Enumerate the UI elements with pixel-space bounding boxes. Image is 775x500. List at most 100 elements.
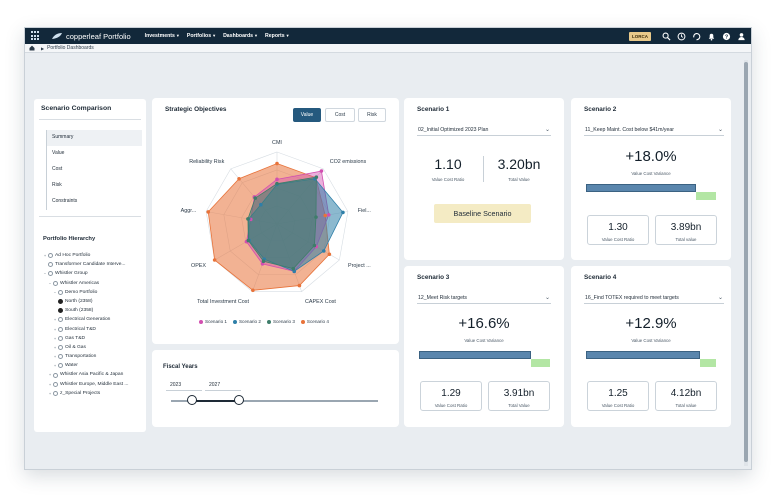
tree-item[interactable]: + Electrical T&D <box>42 325 142 334</box>
expand-icon[interactable]: + <box>48 381 52 387</box>
menu-portfolios[interactable]: Portfolios▼ <box>187 33 216 39</box>
fiscal-start-field[interactable]: 2023 <box>166 379 202 391</box>
radar-point[interactable] <box>341 210 345 215</box>
scenario-1-select[interactable]: 02_Initial Optimized 2023 Plan ⌄ <box>417 125 551 136</box>
radar-point[interactable] <box>321 249 326 253</box>
expand-icon[interactable]: + <box>53 344 57 350</box>
radar-point[interactable] <box>261 259 266 264</box>
tree-item[interactable]: + Whistler Asia Pacific & Japan <box>42 370 142 379</box>
collapse-icon[interactable]: − <box>48 280 52 286</box>
comparison-nav: Summary Value Cost Risk Constraints <box>46 130 142 210</box>
menu-reports[interactable]: Reports▼ <box>265 33 290 39</box>
tree-item[interactable]: + z_Special Projects <box>42 389 142 398</box>
expand-icon[interactable]: + <box>53 335 57 341</box>
bell-icon[interactable] <box>705 30 717 42</box>
user-badge[interactable]: LORCA <box>629 31 651 41</box>
expand-icon[interactable]: + <box>53 363 57 369</box>
tree-item-label: Oil & Gas <box>65 344 86 350</box>
tree-item[interactable]: + Ad Hoc Portfolio <box>42 251 142 260</box>
tree-item-label: Electrical Generation <box>65 317 111 323</box>
expand-icon[interactable]: + <box>53 326 57 332</box>
help-icon[interactable]: ? <box>720 30 732 42</box>
app-logo[interactable]: copperleaf Portfolio <box>51 32 131 41</box>
radar-point[interactable] <box>291 266 296 271</box>
radar-point[interactable] <box>292 269 297 274</box>
radar-point[interactable] <box>326 213 331 217</box>
expand-icon[interactable]: + <box>53 317 57 323</box>
radar-point[interactable] <box>237 176 241 181</box>
fiscal-start-handle[interactable] <box>187 395 197 405</box>
tree-item[interactable]: − Demo Portfolio <box>42 288 142 297</box>
nav-cost[interactable]: Cost <box>52 166 63 172</box>
radar-point[interactable] <box>327 252 332 257</box>
radar-point[interactable] <box>253 196 258 200</box>
radar-point[interactable] <box>246 238 251 243</box>
refresh-icon[interactable] <box>690 30 702 42</box>
radar-point[interactable] <box>312 243 317 248</box>
breadcrumb-current[interactable]: Portfolio Dashboards <box>47 45 94 51</box>
scenario-4-select[interactable]: 16_Find TOTEX required to meet targets ⌄ <box>584 293 724 304</box>
home-icon[interactable] <box>29 45 35 51</box>
app-grid-icon[interactable] <box>31 31 41 41</box>
tree-item[interactable]: + Transportation <box>42 352 142 361</box>
scenario-2-select[interactable]: 11_Keep Maint. Cost below $41m/year ⌄ <box>584 125 724 136</box>
radar-point[interactable] <box>314 215 318 219</box>
fiscal-end-handle[interactable] <box>234 395 244 405</box>
baseline-scenario-button[interactable]: Baseline Scenario <box>434 204 531 223</box>
scenario-3-select[interactable]: 12_Meet Risk targets ⌄ <box>417 293 551 304</box>
radar-point[interactable] <box>323 213 328 218</box>
tree-item[interactable]: South (2358) <box>42 306 142 315</box>
expand-icon[interactable]: + <box>48 372 52 378</box>
tree-item[interactable]: North (2358) <box>42 297 142 306</box>
node-icon <box>53 390 58 396</box>
history-icon[interactable] <box>675 30 687 42</box>
radar-point[interactable] <box>206 210 211 214</box>
radar-axis-label: Total Investment Cost <box>197 299 249 305</box>
expand-icon[interactable]: + <box>43 253 47 258</box>
fiscal-range-track[interactable] <box>171 400 378 402</box>
radar-point[interactable] <box>259 202 263 207</box>
tree-item[interactable]: + Gas T&D <box>42 334 142 343</box>
tree-item[interactable]: + Water <box>42 361 142 370</box>
radar-point[interactable] <box>314 175 319 179</box>
collapse-icon[interactable]: − <box>53 289 57 295</box>
scrollbar-thumb[interactable] <box>744 62 748 462</box>
radar-point[interactable] <box>246 217 250 221</box>
node-icon <box>58 326 63 332</box>
radar-point[interactable] <box>319 169 324 173</box>
fiscal-end-field[interactable]: 2027 <box>205 379 241 391</box>
radar-point[interactable] <box>251 288 255 293</box>
nav-summary[interactable]: Summary <box>47 130 142 146</box>
user-icon[interactable] <box>735 30 747 42</box>
legend-item[interactable]: Scenario 2 <box>232 319 261 324</box>
tree-item[interactable]: + Oil & Gas <box>42 343 142 352</box>
menu-dashboards[interactable]: Dashboards▼ <box>223 33 258 39</box>
tree-item[interactable]: − Whistler Group <box>42 269 142 278</box>
scrollbar[interactable] <box>744 60 748 466</box>
search-icon[interactable] <box>660 30 672 42</box>
radar-series-3[interactable] <box>247 176 317 270</box>
collapse-icon[interactable]: − <box>43 271 47 277</box>
legend-item[interactable]: Scenario 4 <box>300 319 329 324</box>
radar-point[interactable] <box>275 181 279 186</box>
legend-item[interactable]: Scenario 3 <box>266 319 295 324</box>
radar-point[interactable] <box>275 161 279 166</box>
nav-risk[interactable]: Risk <box>52 182 62 188</box>
toggle-value[interactable]: Value <box>293 108 321 122</box>
radar-point[interactable] <box>212 258 217 262</box>
tree-item[interactable]: + Electrical Generation <box>42 315 142 324</box>
expand-icon[interactable]: + <box>53 354 57 360</box>
radar-point[interactable] <box>275 177 279 182</box>
radar-point[interactable] <box>297 283 302 288</box>
toggle-cost[interactable]: Cost <box>325 108 355 122</box>
tree-item[interactable]: Transformer Candidate Interve... <box>42 260 142 269</box>
nav-constraints[interactable]: Constraints <box>52 198 78 204</box>
expand-icon[interactable]: + <box>48 390 52 396</box>
menu-investments[interactable]: Investments▼ <box>145 33 180 39</box>
toggle-risk[interactable]: Risk <box>358 108 386 122</box>
nav-value[interactable]: Value <box>52 150 65 156</box>
tree-item[interactable]: + Whistler Europe, Middle East ... <box>42 380 142 389</box>
legend-item[interactable]: Scenario 1 <box>199 319 227 324</box>
tree-item[interactable]: − Whistler Americas <box>42 279 142 288</box>
radar-point[interactable] <box>260 262 265 266</box>
